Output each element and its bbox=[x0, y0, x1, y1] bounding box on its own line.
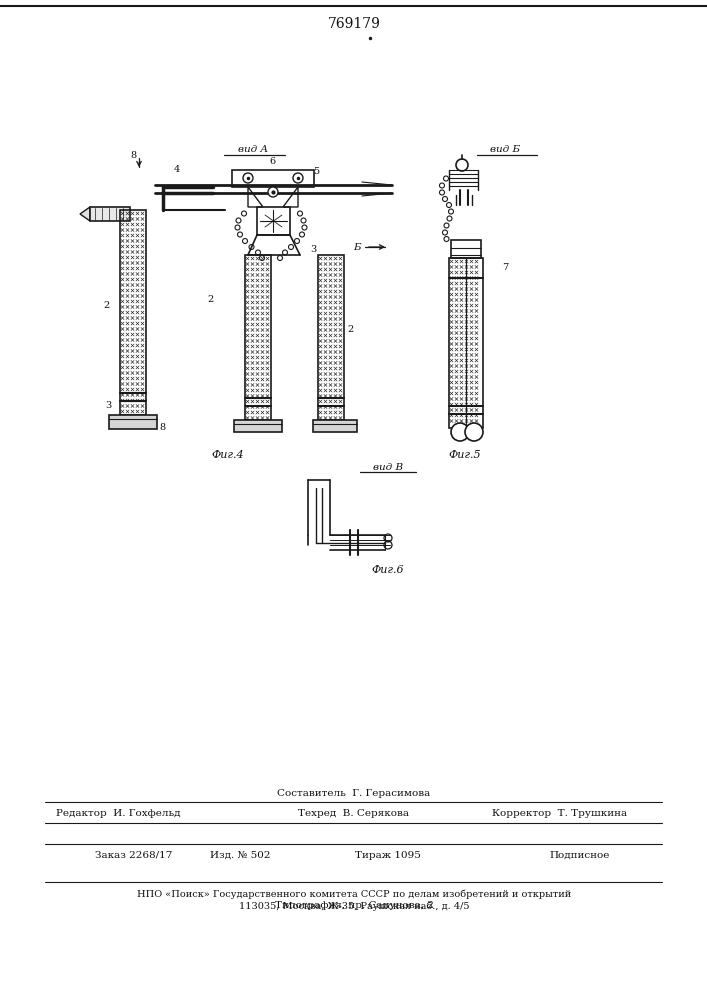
Circle shape bbox=[456, 159, 468, 171]
Bar bbox=[313, 420, 357, 432]
Bar bbox=[451, 240, 481, 258]
Text: Редактор  И. Гохфельд: Редактор И. Гохфельд bbox=[56, 810, 180, 818]
Text: 3: 3 bbox=[310, 245, 316, 254]
Text: 113035, Москва, Ж-35, Раушская наб., д. 4/5: 113035, Москва, Ж-35, Раушская наб., д. … bbox=[239, 901, 469, 911]
Circle shape bbox=[465, 423, 483, 441]
Text: Подписное: Подписное bbox=[550, 850, 610, 859]
Text: Техред  В. Серякова: Техред В. Серякова bbox=[298, 810, 409, 818]
Text: Корректор  Т. Трушкина: Корректор Т. Трушкина bbox=[493, 810, 628, 818]
Polygon shape bbox=[80, 207, 90, 221]
Text: Фиг.5: Фиг.5 bbox=[449, 450, 481, 460]
Text: НПО «Поиск» Государственного комитета СССР по делам изобретений и открытий: НПО «Поиск» Государственного комитета СС… bbox=[137, 889, 571, 899]
Text: 8: 8 bbox=[130, 150, 136, 159]
Text: Изд. № 502: Изд. № 502 bbox=[210, 850, 270, 859]
Text: 5: 5 bbox=[313, 167, 319, 176]
Bar bbox=[232, 170, 314, 187]
Text: 769179: 769179 bbox=[327, 17, 380, 31]
Bar bbox=[120, 210, 146, 415]
Circle shape bbox=[293, 173, 303, 183]
Text: 7: 7 bbox=[502, 263, 508, 272]
Text: 2: 2 bbox=[347, 326, 353, 334]
Bar bbox=[318, 255, 344, 420]
Circle shape bbox=[243, 173, 253, 183]
Text: Фиг.6: Фиг.6 bbox=[372, 565, 404, 575]
Bar bbox=[234, 420, 282, 432]
Bar bbox=[245, 255, 271, 420]
Bar bbox=[90, 207, 130, 221]
Text: вид B: вид B bbox=[373, 462, 403, 472]
Text: Фиг.4: Фиг.4 bbox=[211, 450, 245, 460]
Text: 6: 6 bbox=[269, 157, 275, 166]
Text: 2: 2 bbox=[207, 296, 213, 304]
Text: 3: 3 bbox=[105, 400, 111, 410]
Circle shape bbox=[451, 423, 469, 441]
Bar bbox=[449, 258, 483, 428]
Bar bbox=[109, 415, 157, 429]
Text: Тираж 1095: Тираж 1095 bbox=[355, 850, 421, 859]
Text: Составитель  Г. Герасимова: Составитель Г. Герасимова bbox=[277, 790, 431, 798]
Bar bbox=[257, 207, 290, 235]
Text: 2: 2 bbox=[104, 300, 110, 310]
Text: 8: 8 bbox=[159, 422, 165, 432]
Circle shape bbox=[268, 187, 278, 197]
Text: вид A: вид A bbox=[238, 145, 268, 154]
Text: вид Б: вид Б bbox=[490, 145, 520, 154]
Text: Типография, пр. Сапунова, 2: Типография, пр. Сапунова, 2 bbox=[274, 900, 433, 910]
Text: 4: 4 bbox=[174, 165, 180, 174]
Text: Б: Б bbox=[354, 242, 361, 251]
Text: Заказ 2268/17: Заказ 2268/17 bbox=[95, 850, 173, 859]
